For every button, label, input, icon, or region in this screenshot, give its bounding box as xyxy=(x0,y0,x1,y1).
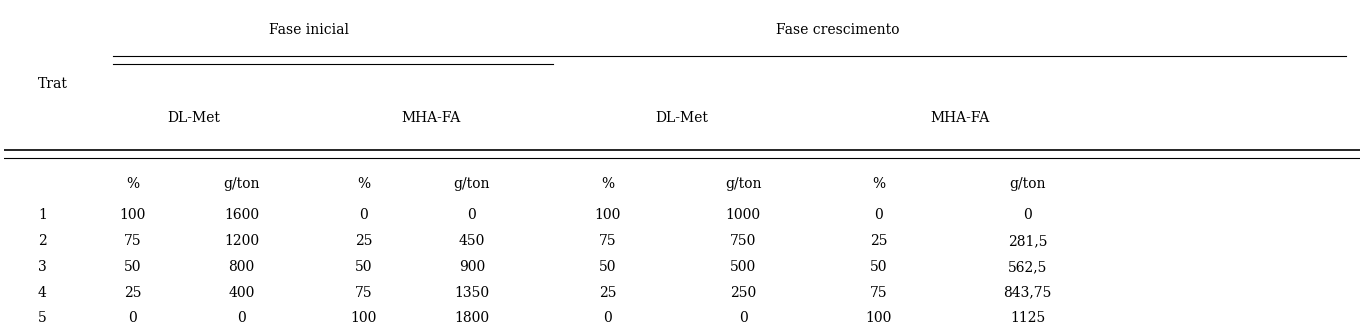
Text: 50: 50 xyxy=(124,260,142,274)
Text: 0: 0 xyxy=(603,311,612,325)
Text: 100: 100 xyxy=(865,311,892,325)
Text: 450: 450 xyxy=(458,234,486,248)
Text: 1800: 1800 xyxy=(454,311,490,325)
Text: 4: 4 xyxy=(38,286,46,300)
Text: 0: 0 xyxy=(128,311,138,325)
Text: 281,5: 281,5 xyxy=(1008,234,1048,248)
Text: %: % xyxy=(357,177,370,191)
Text: 1125: 1125 xyxy=(1011,311,1045,325)
Text: 50: 50 xyxy=(599,260,617,274)
Text: %: % xyxy=(602,177,614,191)
Text: g/ton: g/ton xyxy=(454,177,490,191)
Text: Fase crescimento: Fase crescimento xyxy=(776,23,900,37)
Text: 75: 75 xyxy=(355,286,372,300)
Text: 750: 750 xyxy=(730,234,756,248)
Text: 500: 500 xyxy=(730,260,756,274)
Text: 0: 0 xyxy=(468,209,476,222)
Text: 2: 2 xyxy=(38,234,46,248)
Text: 5: 5 xyxy=(38,311,46,325)
Text: 1350: 1350 xyxy=(454,286,490,300)
Text: 0: 0 xyxy=(237,311,246,325)
Text: %: % xyxy=(127,177,139,191)
Text: %: % xyxy=(872,177,885,191)
Text: g/ton: g/ton xyxy=(224,177,259,191)
Text: 75: 75 xyxy=(870,286,888,300)
Text: 3: 3 xyxy=(38,260,46,274)
Text: Trat: Trat xyxy=(38,77,68,91)
Text: Fase inicial: Fase inicial xyxy=(269,23,349,37)
Text: 25: 25 xyxy=(355,234,372,248)
Text: 100: 100 xyxy=(120,209,146,222)
Text: 1: 1 xyxy=(38,209,46,222)
Text: MHA-FA: MHA-FA xyxy=(401,111,461,126)
Text: 1600: 1600 xyxy=(224,209,259,222)
Text: 25: 25 xyxy=(124,286,142,300)
Text: 75: 75 xyxy=(124,234,142,248)
Text: 75: 75 xyxy=(599,234,617,248)
Text: 250: 250 xyxy=(730,286,756,300)
Text: 843,75: 843,75 xyxy=(1004,286,1052,300)
Text: 400: 400 xyxy=(228,286,255,300)
Text: DL-Met: DL-Met xyxy=(656,111,708,126)
Text: 50: 50 xyxy=(870,260,888,274)
Text: 0: 0 xyxy=(1023,209,1033,222)
Text: 50: 50 xyxy=(355,260,372,274)
Text: 900: 900 xyxy=(458,260,486,274)
Text: 0: 0 xyxy=(874,209,883,222)
Text: 100: 100 xyxy=(595,209,621,222)
Text: DL-Met: DL-Met xyxy=(168,111,221,126)
Text: g/ton: g/ton xyxy=(1009,177,1046,191)
Text: 25: 25 xyxy=(870,234,888,248)
Text: 1000: 1000 xyxy=(726,209,761,222)
Text: MHA-FA: MHA-FA xyxy=(930,111,989,126)
Text: 0: 0 xyxy=(359,209,368,222)
Text: 0: 0 xyxy=(739,311,747,325)
Text: g/ton: g/ton xyxy=(724,177,761,191)
Text: 1200: 1200 xyxy=(224,234,259,248)
Text: 800: 800 xyxy=(228,260,255,274)
Text: 100: 100 xyxy=(351,311,376,325)
Text: 562,5: 562,5 xyxy=(1008,260,1048,274)
Text: 25: 25 xyxy=(599,286,617,300)
